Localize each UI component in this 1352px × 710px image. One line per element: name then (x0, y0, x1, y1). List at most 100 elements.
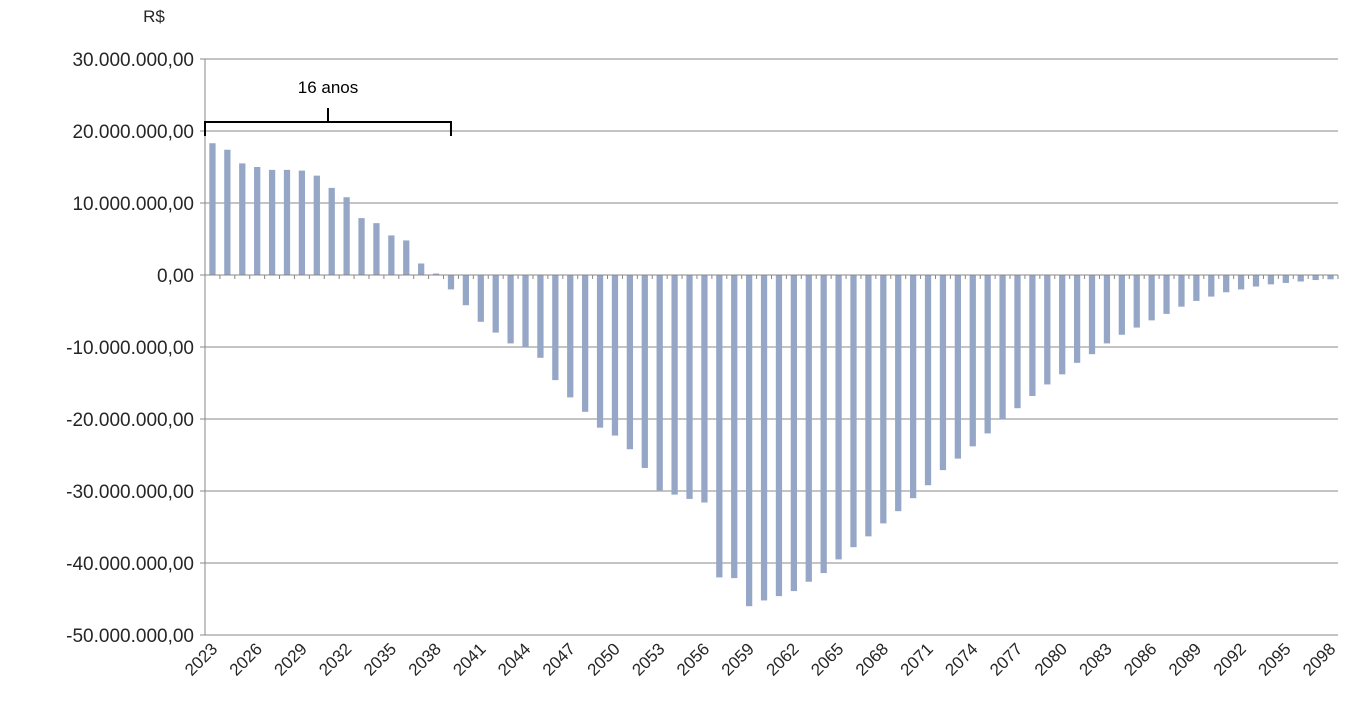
bar (671, 275, 678, 495)
bar (1103, 275, 1111, 344)
y-tick-label: -10.000.000,00 (66, 338, 194, 359)
x-tick-label: 2068 (852, 639, 892, 679)
bar (492, 275, 499, 333)
y-tick-label: -40.000.000,00 (66, 554, 194, 575)
bar (1163, 275, 1170, 314)
bar (596, 275, 604, 428)
x-tick-label: 2074 (941, 639, 981, 679)
x-tick-label: 2038 (405, 639, 445, 679)
bar (239, 163, 246, 275)
bar (1059, 275, 1066, 375)
x-tick-label: 2089 (1165, 639, 1205, 679)
bar (283, 169, 291, 275)
bar (1044, 275, 1051, 385)
duration-bracket: 16 anos (204, 78, 452, 136)
bar (209, 143, 216, 275)
bar (1312, 275, 1319, 281)
bar (313, 175, 320, 275)
bar (224, 149, 231, 275)
bar (850, 275, 857, 548)
y-tick-label: 0,00 (157, 266, 194, 287)
bar (1193, 275, 1200, 301)
x-tick-label: 2095 (1254, 639, 1294, 679)
y-tick-label: -20.000.000,00 (66, 410, 194, 431)
x-tick-label: 2050 (584, 639, 624, 679)
y-tick-label: 10.000.000,00 (72, 194, 194, 215)
bar (1029, 275, 1036, 396)
bar (656, 275, 663, 491)
bar (567, 275, 574, 398)
bar (1237, 275, 1245, 290)
bar (1148, 275, 1155, 321)
bar (1267, 275, 1275, 285)
bar (447, 275, 455, 290)
bar (477, 275, 484, 322)
bar (865, 275, 872, 537)
bar (343, 197, 350, 275)
bar (298, 170, 306, 275)
bar (701, 275, 708, 503)
bar (328, 187, 335, 275)
y-axis-tick-labels: 30.000.000,00 20.000.000,00 10.000.000,00 0… (66, 50, 194, 647)
bar (820, 275, 827, 574)
bar (641, 275, 648, 468)
x-tick-label: 2092 (1210, 639, 1250, 679)
bar (462, 275, 470, 306)
axes (204, 59, 1339, 635)
x-tick-label: 2047 (539, 639, 579, 679)
bar (731, 275, 738, 579)
bar (984, 275, 991, 434)
bar (388, 235, 395, 275)
y-tick-label: -30.000.000,00 (66, 482, 194, 503)
bar (507, 275, 514, 344)
y-tick-label: 20.000.000,00 (72, 122, 194, 143)
x-tick-label: 2032 (315, 639, 355, 679)
bar (954, 275, 961, 459)
bar (939, 275, 947, 471)
x-tick-label: 2065 (807, 639, 847, 679)
bar (537, 275, 544, 358)
bar (1073, 275, 1081, 363)
bar (611, 275, 619, 436)
x-tick-label: 2029 (271, 639, 311, 679)
bar (924, 275, 932, 486)
bar (1282, 275, 1289, 283)
y-axis-unit-label: R$ (143, 7, 165, 26)
x-tick-label: 2098 (1299, 639, 1339, 679)
bar (1133, 275, 1140, 328)
bar (805, 275, 812, 582)
bar (1014, 275, 1021, 409)
bar (880, 275, 887, 524)
bar (790, 275, 797, 592)
bar (999, 275, 1006, 419)
bar (268, 169, 276, 275)
x-tick-label: 2062 (763, 639, 803, 679)
bar (835, 275, 842, 560)
x-tick-label: 2044 (494, 639, 534, 679)
x-tick-label: 2041 (449, 639, 489, 679)
x-tick-label: 2035 (360, 639, 400, 679)
bracket-line (204, 108, 452, 136)
bar (1208, 275, 1215, 297)
bar (1223, 275, 1230, 293)
bar (418, 263, 425, 275)
x-tick-label: 2083 (1076, 639, 1116, 679)
bar (1088, 275, 1096, 355)
x-tick-label: 2080 (1031, 639, 1071, 679)
x-tick-label: 2077 (986, 639, 1026, 679)
bar (254, 167, 261, 275)
bar (552, 275, 559, 381)
bar (1297, 275, 1304, 282)
bar (1178, 275, 1185, 307)
bar (626, 275, 634, 450)
bar (1118, 275, 1125, 335)
bar (1327, 275, 1334, 280)
x-tick-label: 2026 (226, 639, 266, 679)
y-tick-label: -50.000.000,00 (66, 626, 194, 647)
gridlines (200, 58, 1338, 636)
bar (969, 275, 976, 447)
bar (432, 273, 440, 275)
bar (358, 218, 365, 275)
bar (760, 275, 768, 601)
